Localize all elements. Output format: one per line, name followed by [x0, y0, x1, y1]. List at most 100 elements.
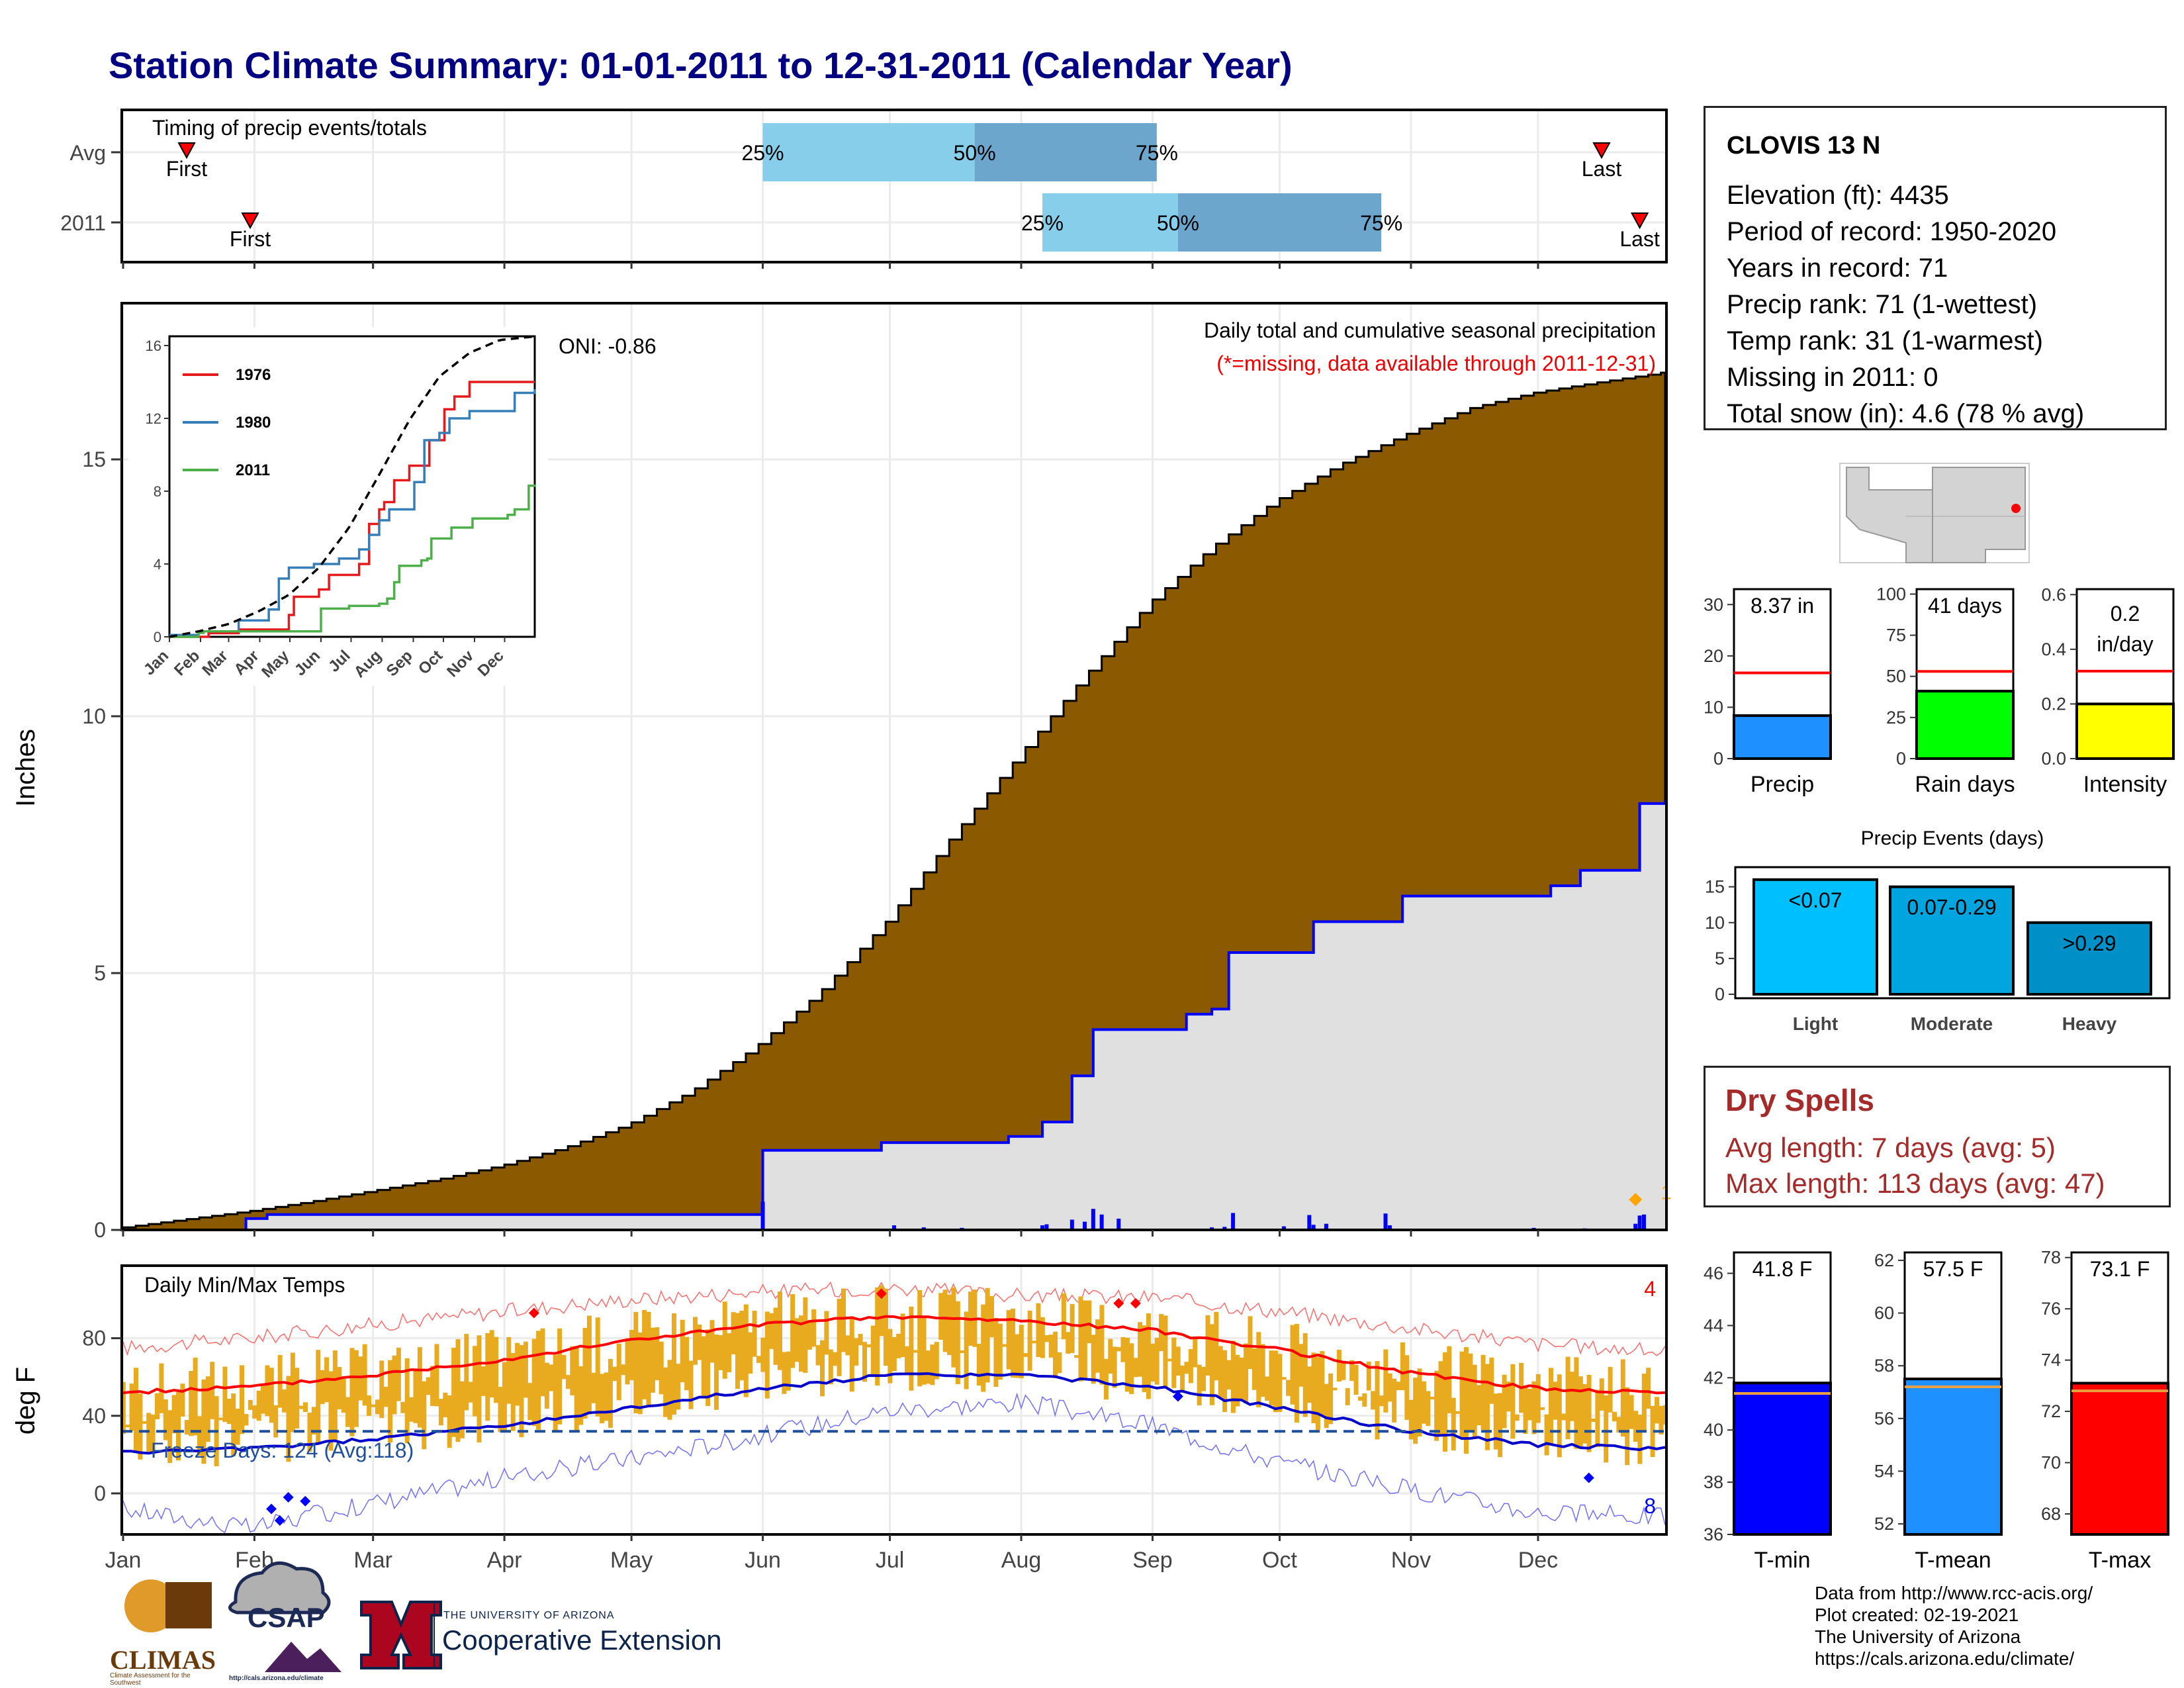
daily-temps-panel: Freeze Days: 124 (Avg:118) Daily Min/Max … [11, 1264, 1668, 1573]
daily-temp-bar [1019, 1325, 1024, 1379]
mini-panel-value-label: 41.8 F [1752, 1257, 1813, 1281]
daily-temp-bar [328, 1371, 334, 1451]
daily-temp-bar [1201, 1366, 1206, 1391]
month-label: Jan [105, 1548, 142, 1573]
ua-logo-big: Cooperative Extension [442, 1624, 722, 1656]
daily-temp-bar [930, 1344, 935, 1385]
events-bar-label: >0.29 [2063, 931, 2116, 955]
record-high-marker [876, 1288, 887, 1299]
daily-temp-bar [735, 1313, 740, 1389]
mini-panel-value-label: 0.2 [2111, 602, 2140, 626]
cum-y-tick-label: 15 [82, 447, 106, 471]
daily-temp-bar [981, 1304, 986, 1392]
daily-temp-bar [134, 1368, 139, 1452]
daily-temp-bar [1103, 1358, 1109, 1400]
mini-panel-y-label: 0.2 [2041, 694, 2066, 714]
dry-spells-box: Dry Spells Avg length: 7 days (avg: 5) M… [1704, 1066, 2171, 1207]
daily-temp-bar [1493, 1393, 1498, 1450]
mini-panel-y-label: 0 [1896, 749, 1906, 769]
daily-temp-bar [1523, 1387, 1528, 1434]
daily-temp-bar [748, 1332, 753, 1374]
daily-precip-bar [1633, 1223, 1638, 1230]
daily-temp-bar [709, 1320, 715, 1363]
daily-temp-bar [1633, 1411, 1638, 1442]
daily-temp-bar [1659, 1405, 1664, 1434]
daily-temp-bar [1235, 1354, 1240, 1407]
daily-temp-bar [290, 1352, 295, 1432]
daily-precip-bar [760, 1201, 765, 1230]
record-low-count: 8 [1644, 1494, 1656, 1518]
record-low-marker [1583, 1472, 1594, 1483]
events-y-label: 15 [1705, 877, 1725, 897]
timing-row-label: Avg [69, 141, 106, 165]
daily-temp-bar [1315, 1356, 1320, 1430]
events-y-label: 10 [1705, 913, 1725, 933]
daily-temp-bar [1625, 1387, 1630, 1466]
events-title: Precip Events (days) [1861, 827, 2044, 849]
ua-logo-small: THE UNIVERSITY OF ARIZONA [443, 1610, 615, 1621]
mini-panel-y-label: 0.0 [2041, 749, 2066, 769]
daily-temp-bar [1654, 1397, 1659, 1424]
timing-frame [120, 109, 1668, 263]
month-label: Oct [1262, 1548, 1297, 1573]
daily-temp-bar [553, 1355, 558, 1431]
daily-temp-bar [1387, 1373, 1392, 1402]
temps-y-tick-label: 40 [82, 1404, 106, 1428]
daily-precip-bar [1044, 1224, 1049, 1230]
mini-panel-y-label: 60 [1874, 1303, 1894, 1323]
timing-pct-label: 25% [1021, 211, 1064, 235]
month-label: Jul [876, 1548, 904, 1573]
daily-temp-bar [218, 1417, 224, 1421]
events-category-label: Heavy [2062, 1013, 2117, 1034]
daily-temp-bar [921, 1316, 927, 1385]
daily-temp-bar [320, 1370, 325, 1405]
daily-precip-bar [1222, 1227, 1227, 1230]
daily-temp-bar [1561, 1413, 1567, 1421]
daily-temp-bar [1472, 1364, 1477, 1438]
daily-temp-bar [1015, 1334, 1020, 1378]
credit-line: https://cals.arizona.edu/climate/ [1815, 1648, 2075, 1669]
daily-temp-bar [1311, 1352, 1316, 1423]
daily-temp-bar [1133, 1358, 1138, 1378]
daily-temp-bar [1320, 1351, 1325, 1417]
daily-temp-bar [582, 1327, 588, 1419]
daily-temp-bar [1269, 1350, 1274, 1405]
daily-temp-bar [189, 1370, 194, 1436]
daily-temp-bar [811, 1309, 817, 1347]
daily-temp-bar [1404, 1355, 1410, 1420]
timing-bar-25-50 [1042, 193, 1178, 252]
daily-temp-bar [1349, 1360, 1355, 1382]
daily-temp-bar [422, 1381, 427, 1450]
inset-series-line [169, 484, 536, 638]
daily-temp-bar [743, 1304, 749, 1397]
cum-obs-area [123, 800, 1665, 1230]
daily-temp-bar [1205, 1315, 1210, 1376]
record-low-marker [1172, 1391, 1183, 1402]
mini-panel-y-label: 42 [1704, 1368, 1723, 1387]
daily-temp-bar [226, 1399, 232, 1425]
daily-temp-bar [1646, 1368, 1651, 1409]
daily-temp-bar [1565, 1356, 1570, 1440]
daily-temp-bar [1175, 1346, 1181, 1376]
mini-panel-y-label: 38 [1704, 1472, 1723, 1492]
daily-temp-bar [934, 1342, 939, 1380]
daily-temp-bar [1006, 1310, 1011, 1370]
daily-temp-bar [316, 1350, 321, 1444]
mini-panel-y-label: 50 [1886, 667, 1906, 686]
daily-temp-bar [1057, 1352, 1062, 1374]
dry-spells-title: Dry Spells [1725, 1083, 1874, 1117]
freeze-days-label: Freeze Days: 124 (Avg:118) [151, 1438, 414, 1462]
mini-panel-y-label: 44 [1704, 1315, 1723, 1335]
daily-precip-bar [892, 1225, 896, 1230]
daily-temp-bar [642, 1309, 647, 1399]
daily-temp-bar [1328, 1373, 1334, 1425]
daily-temp-bar [1434, 1370, 1439, 1441]
daily-temp-bar [1451, 1397, 1456, 1451]
daily-temp-bar [443, 1392, 448, 1417]
daily-temp-bar [722, 1301, 727, 1379]
daily-temp-bar [1146, 1313, 1151, 1399]
mini-panel-value-label: 8.37 in [1751, 594, 1814, 618]
daily-temp-bar [248, 1399, 253, 1410]
daily-temp-bar [960, 1350, 965, 1353]
